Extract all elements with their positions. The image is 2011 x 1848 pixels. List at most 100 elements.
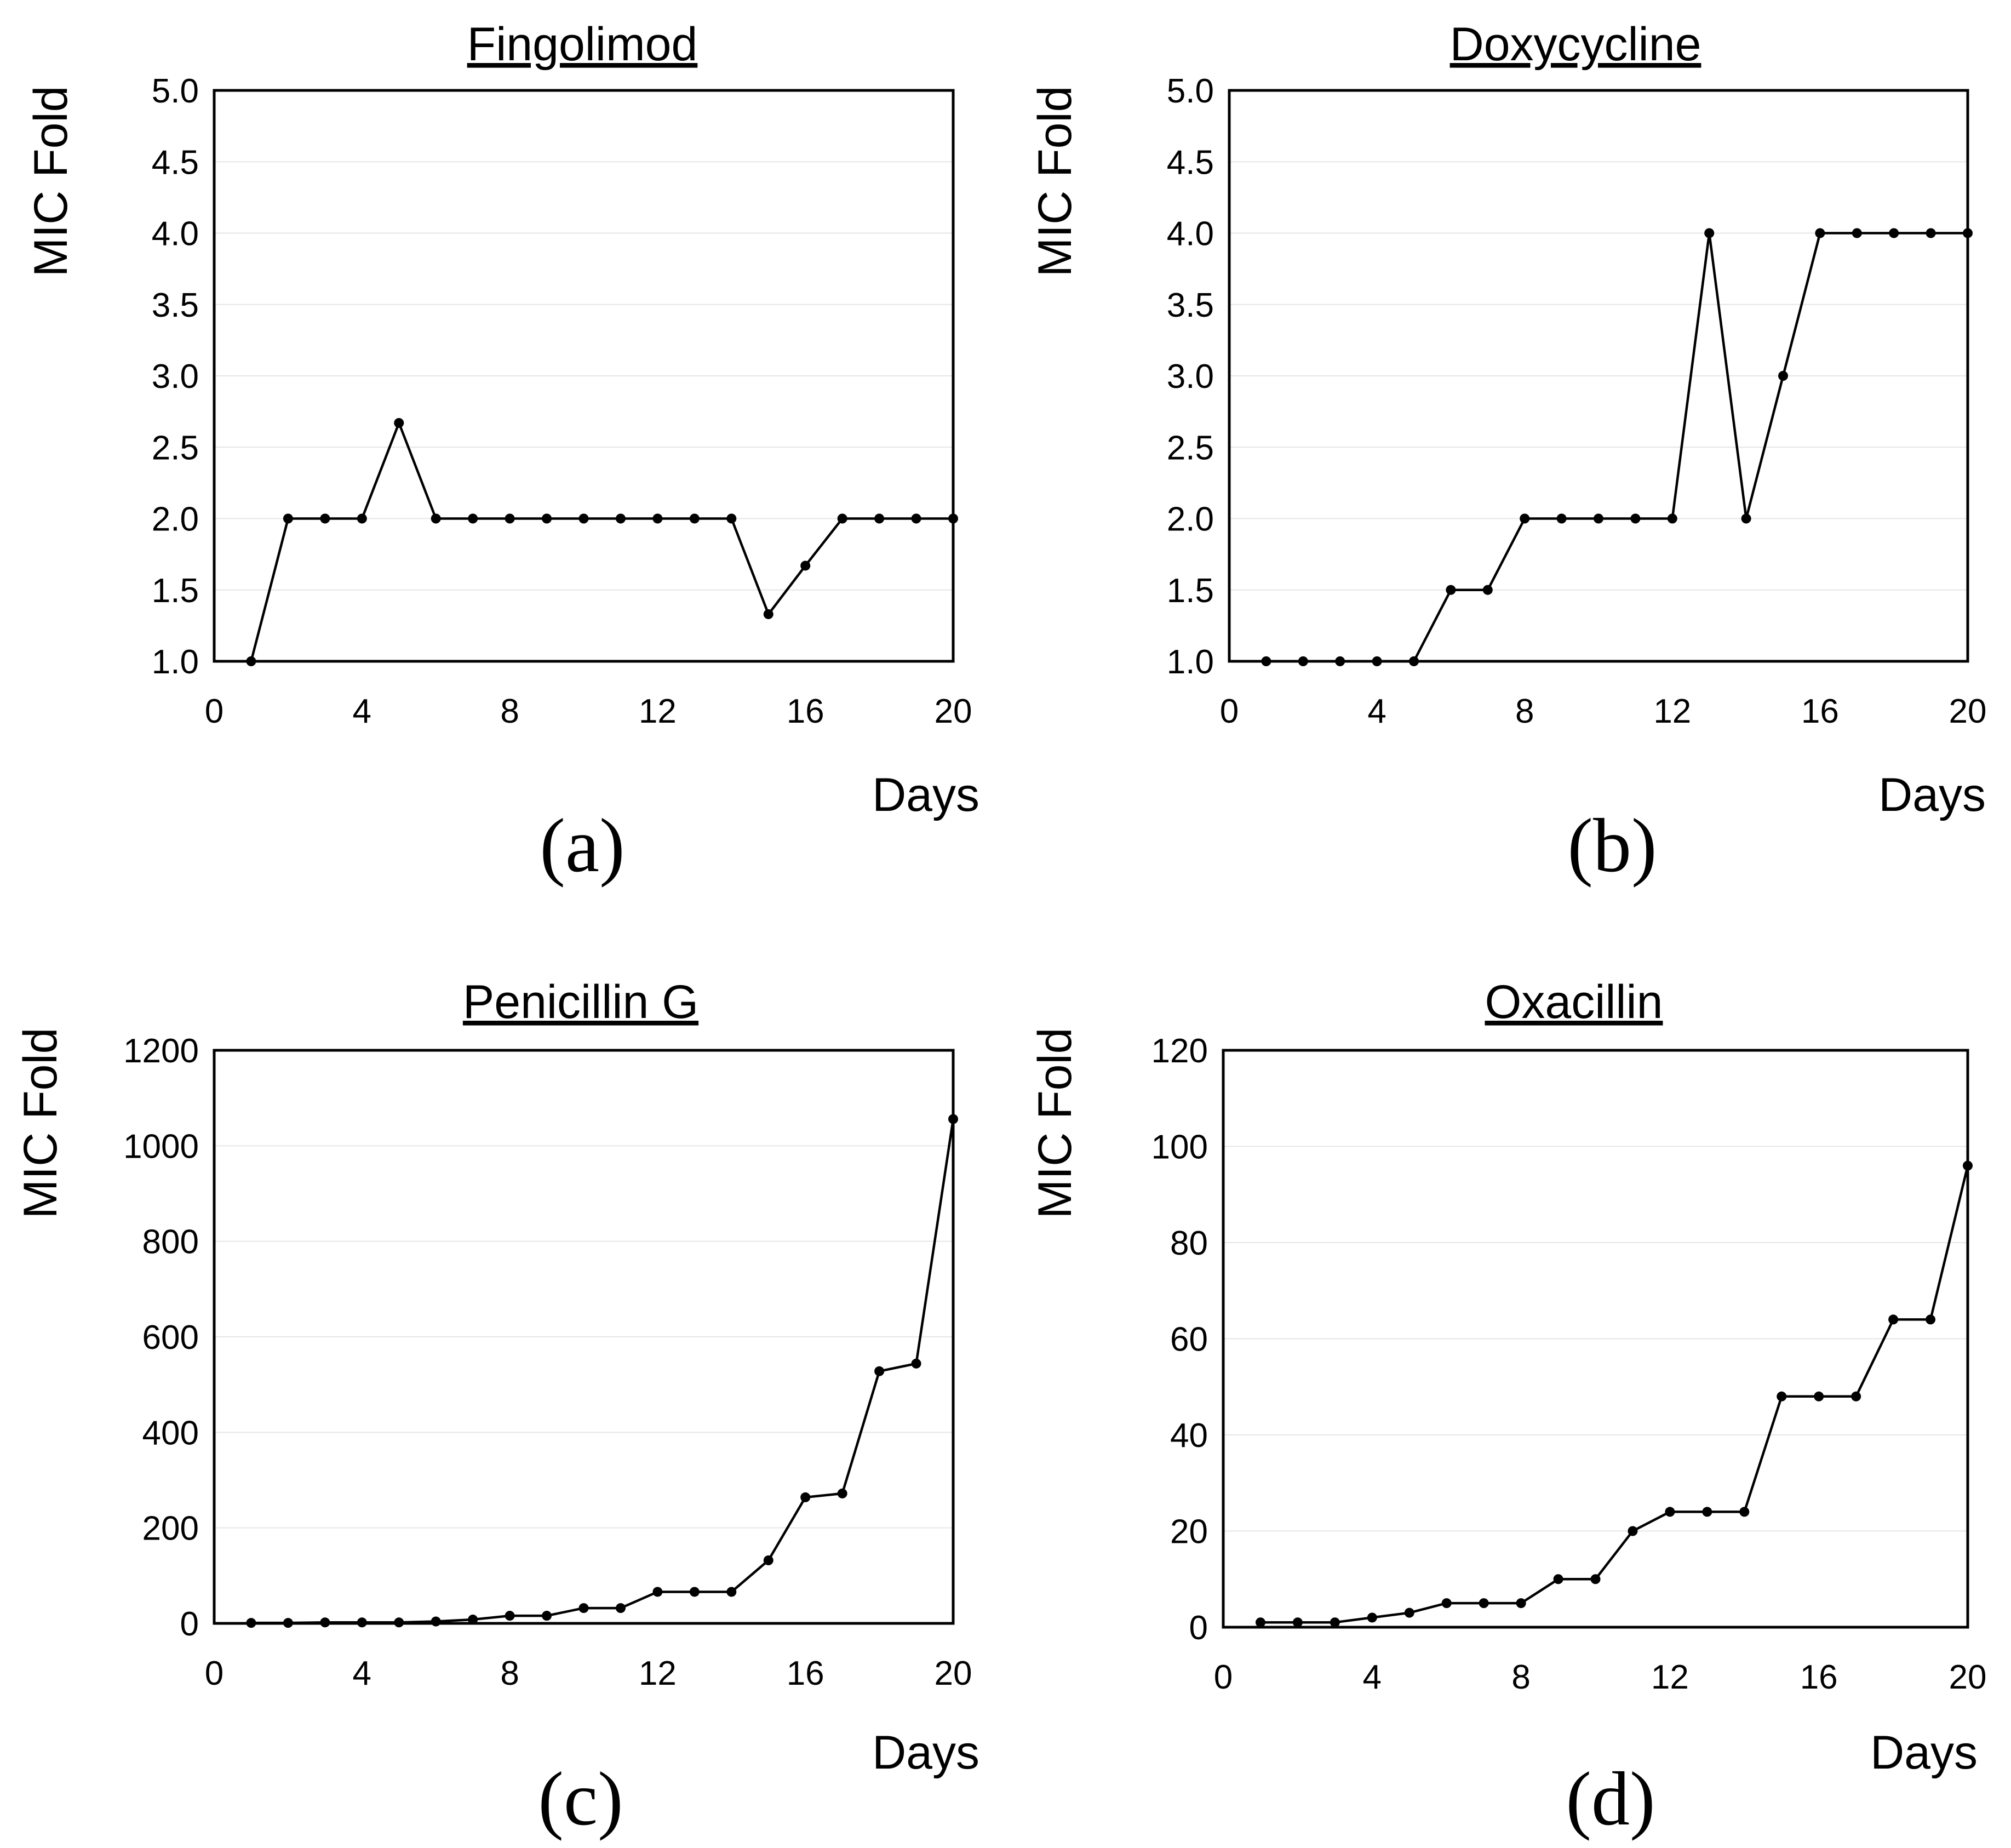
data-point — [1556, 513, 1567, 524]
x-tick-label: 20 — [935, 1655, 972, 1692]
y-tick-label: 4.5 — [152, 144, 199, 181]
y-tick-label: 0 — [180, 1605, 199, 1643]
y-tick-label: 1.5 — [1167, 572, 1214, 610]
x-tick-label: 8 — [500, 1655, 519, 1692]
data-point — [1479, 1598, 1489, 1609]
data-point — [431, 513, 441, 524]
y-tick-label: 60 — [1170, 1321, 1208, 1359]
x-tick-label: 8 — [500, 693, 519, 730]
x-tick-label: 0 — [1214, 1658, 1233, 1696]
data-point — [1889, 228, 1899, 238]
data-point — [911, 513, 921, 524]
data-point — [542, 513, 552, 524]
data-point — [1292, 1617, 1303, 1628]
plot-area: 0 200 400 600 800 1000 1200 0 4 8 12 16 20 — [123, 1032, 972, 1692]
y-axis-label: MIC Fold — [1029, 1028, 1081, 1219]
plot-area: 0 20 40 60 80 100 120 0 4 8 12 16 20 — [1151, 1032, 1987, 1696]
y-axis-label: MIC Fold — [14, 1028, 67, 1219]
data-point — [726, 1587, 737, 1597]
y-tick-label: 2.0 — [152, 501, 199, 539]
data-point — [431, 1616, 441, 1627]
panel-label: (d) — [1566, 1757, 1655, 1841]
data-point — [837, 1488, 847, 1498]
y-tick-label: 3.5 — [152, 287, 199, 324]
data-point — [1777, 1391, 1787, 1401]
x-tick-label: 0 — [1220, 693, 1239, 730]
data-point — [357, 513, 367, 524]
data-point — [394, 417, 404, 428]
x-tick-label: 16 — [787, 1655, 824, 1692]
panel-label: (a) — [540, 803, 625, 888]
data-point — [1778, 371, 1788, 381]
y-tick-label: 4.0 — [152, 215, 199, 253]
data-point — [948, 1114, 958, 1124]
y-tick-label: 20 — [1170, 1513, 1208, 1551]
series-line — [1260, 1165, 1969, 1624]
data-point — [1888, 1314, 1899, 1325]
data-point — [1702, 1507, 1712, 1517]
data-point — [1367, 1612, 1377, 1623]
chart-panel-b: Doxycycline MIC Fold Days (b) 1.0 1.5 2.0 2… — [1029, 18, 1986, 888]
data-point — [357, 1617, 367, 1628]
data-point — [1665, 1507, 1675, 1517]
chart-panel-d: Oxacillin MIC Fold Days (d) 020406080100… — [1029, 976, 1986, 1841]
data-point — [1516, 1598, 1526, 1609]
x-tick-label: 12 — [639, 1655, 677, 1692]
data-point — [689, 1587, 700, 1597]
data-point — [911, 1358, 921, 1369]
y-tick-label: 4.0 — [1167, 215, 1214, 253]
data-point — [1926, 228, 1936, 238]
y-axis-label: MIC Fold — [25, 86, 77, 277]
x-tick-label: 12 — [639, 693, 677, 730]
data-point — [1739, 1507, 1750, 1517]
y-tick-label: 40 — [1170, 1417, 1208, 1455]
x-tick-label: 8 — [1515, 693, 1534, 730]
y-tick-label: 200 — [142, 1510, 199, 1548]
y-tick-label: 120 — [1151, 1032, 1208, 1070]
x-tick-label: 0 — [205, 1655, 224, 1692]
data-point — [1553, 1574, 1563, 1584]
x-tick-label: 12 — [1653, 693, 1691, 730]
data-point — [1851, 1391, 1861, 1401]
y-tick-label: 4.5 — [1167, 144, 1214, 181]
data-point — [1594, 513, 1603, 524]
data-point — [283, 513, 293, 524]
series-line — [251, 1119, 955, 1624]
data-point — [246, 1618, 256, 1628]
data-point — [1630, 513, 1641, 524]
chart-title: Penicillin G — [463, 976, 698, 1028]
data-point — [320, 1617, 330, 1628]
data-point — [1814, 1391, 1824, 1401]
y-tick-label: 80 — [1170, 1225, 1208, 1262]
data-point — [1404, 1607, 1414, 1618]
chart-title: Oxacillin — [1485, 976, 1663, 1028]
plot-frame — [1228, 89, 1969, 663]
plot-frame — [1222, 1049, 1969, 1629]
plot-frame — [213, 1049, 955, 1625]
data-point — [394, 1617, 404, 1628]
y-tick-label: 0 — [1189, 1609, 1208, 1647]
data-point — [800, 1492, 811, 1502]
data-point — [1482, 585, 1493, 595]
y-tick-label: 3.5 — [1167, 287, 1214, 324]
y-tick-label: 800 — [142, 1223, 199, 1261]
x-axis-label: Days — [1870, 1726, 1978, 1779]
x-axis-label: Days — [872, 1726, 979, 1779]
x-tick-label: 4 — [1363, 1658, 1382, 1696]
x-tick-label: 8 — [1511, 1658, 1530, 1696]
data-point — [763, 1555, 774, 1565]
y-tick-label: 600 — [142, 1319, 199, 1357]
data-point — [1590, 1574, 1601, 1584]
data-point — [615, 1603, 626, 1614]
data-point — [1704, 228, 1715, 238]
data-point — [874, 1366, 885, 1376]
y-tick-label: 3.0 — [1167, 358, 1214, 396]
data-point — [1335, 656, 1345, 666]
chart-panel-a: Fingolimod MIC Fold Days (a) 1.0 1.5 2.0 2.… — [25, 18, 979, 888]
chart-title: Doxycycline — [1450, 18, 1701, 71]
data-point — [1255, 1617, 1265, 1628]
data-point — [652, 513, 663, 524]
y-tick-label: 2.5 — [152, 429, 199, 467]
data-point — [505, 1611, 515, 1621]
